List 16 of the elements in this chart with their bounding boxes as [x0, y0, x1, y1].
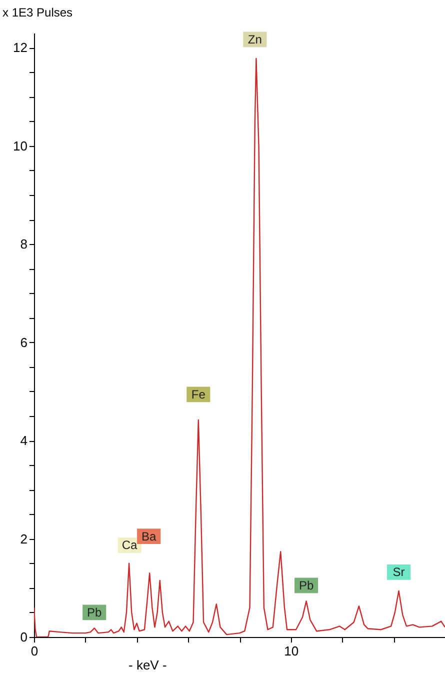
annotation: Fe — [191, 387, 206, 402]
y-tick-label: 6 — [20, 334, 28, 350]
y-tick-label: 0 — [20, 630, 28, 644]
annotation: Ca — [122, 538, 138, 552]
y-tick-label: 4 — [20, 433, 28, 448]
y-tick-label: 12 — [13, 40, 28, 56]
annotation: Sr — [392, 565, 405, 580]
y-axis-title: x 1E3 Pulses — [2, 6, 73, 20]
annotation: Pb — [87, 605, 102, 620]
annotation: Ba — [141, 529, 156, 544]
y-tick-label: 8 — [20, 236, 28, 252]
annotation: Zn — [248, 32, 262, 46]
x-axis-title: - keV - — [128, 658, 167, 672]
y-tick-label: 10 — [13, 138, 28, 154]
annotation: Pb — [298, 578, 314, 592]
y-tick-label: 2 — [20, 531, 28, 546]
